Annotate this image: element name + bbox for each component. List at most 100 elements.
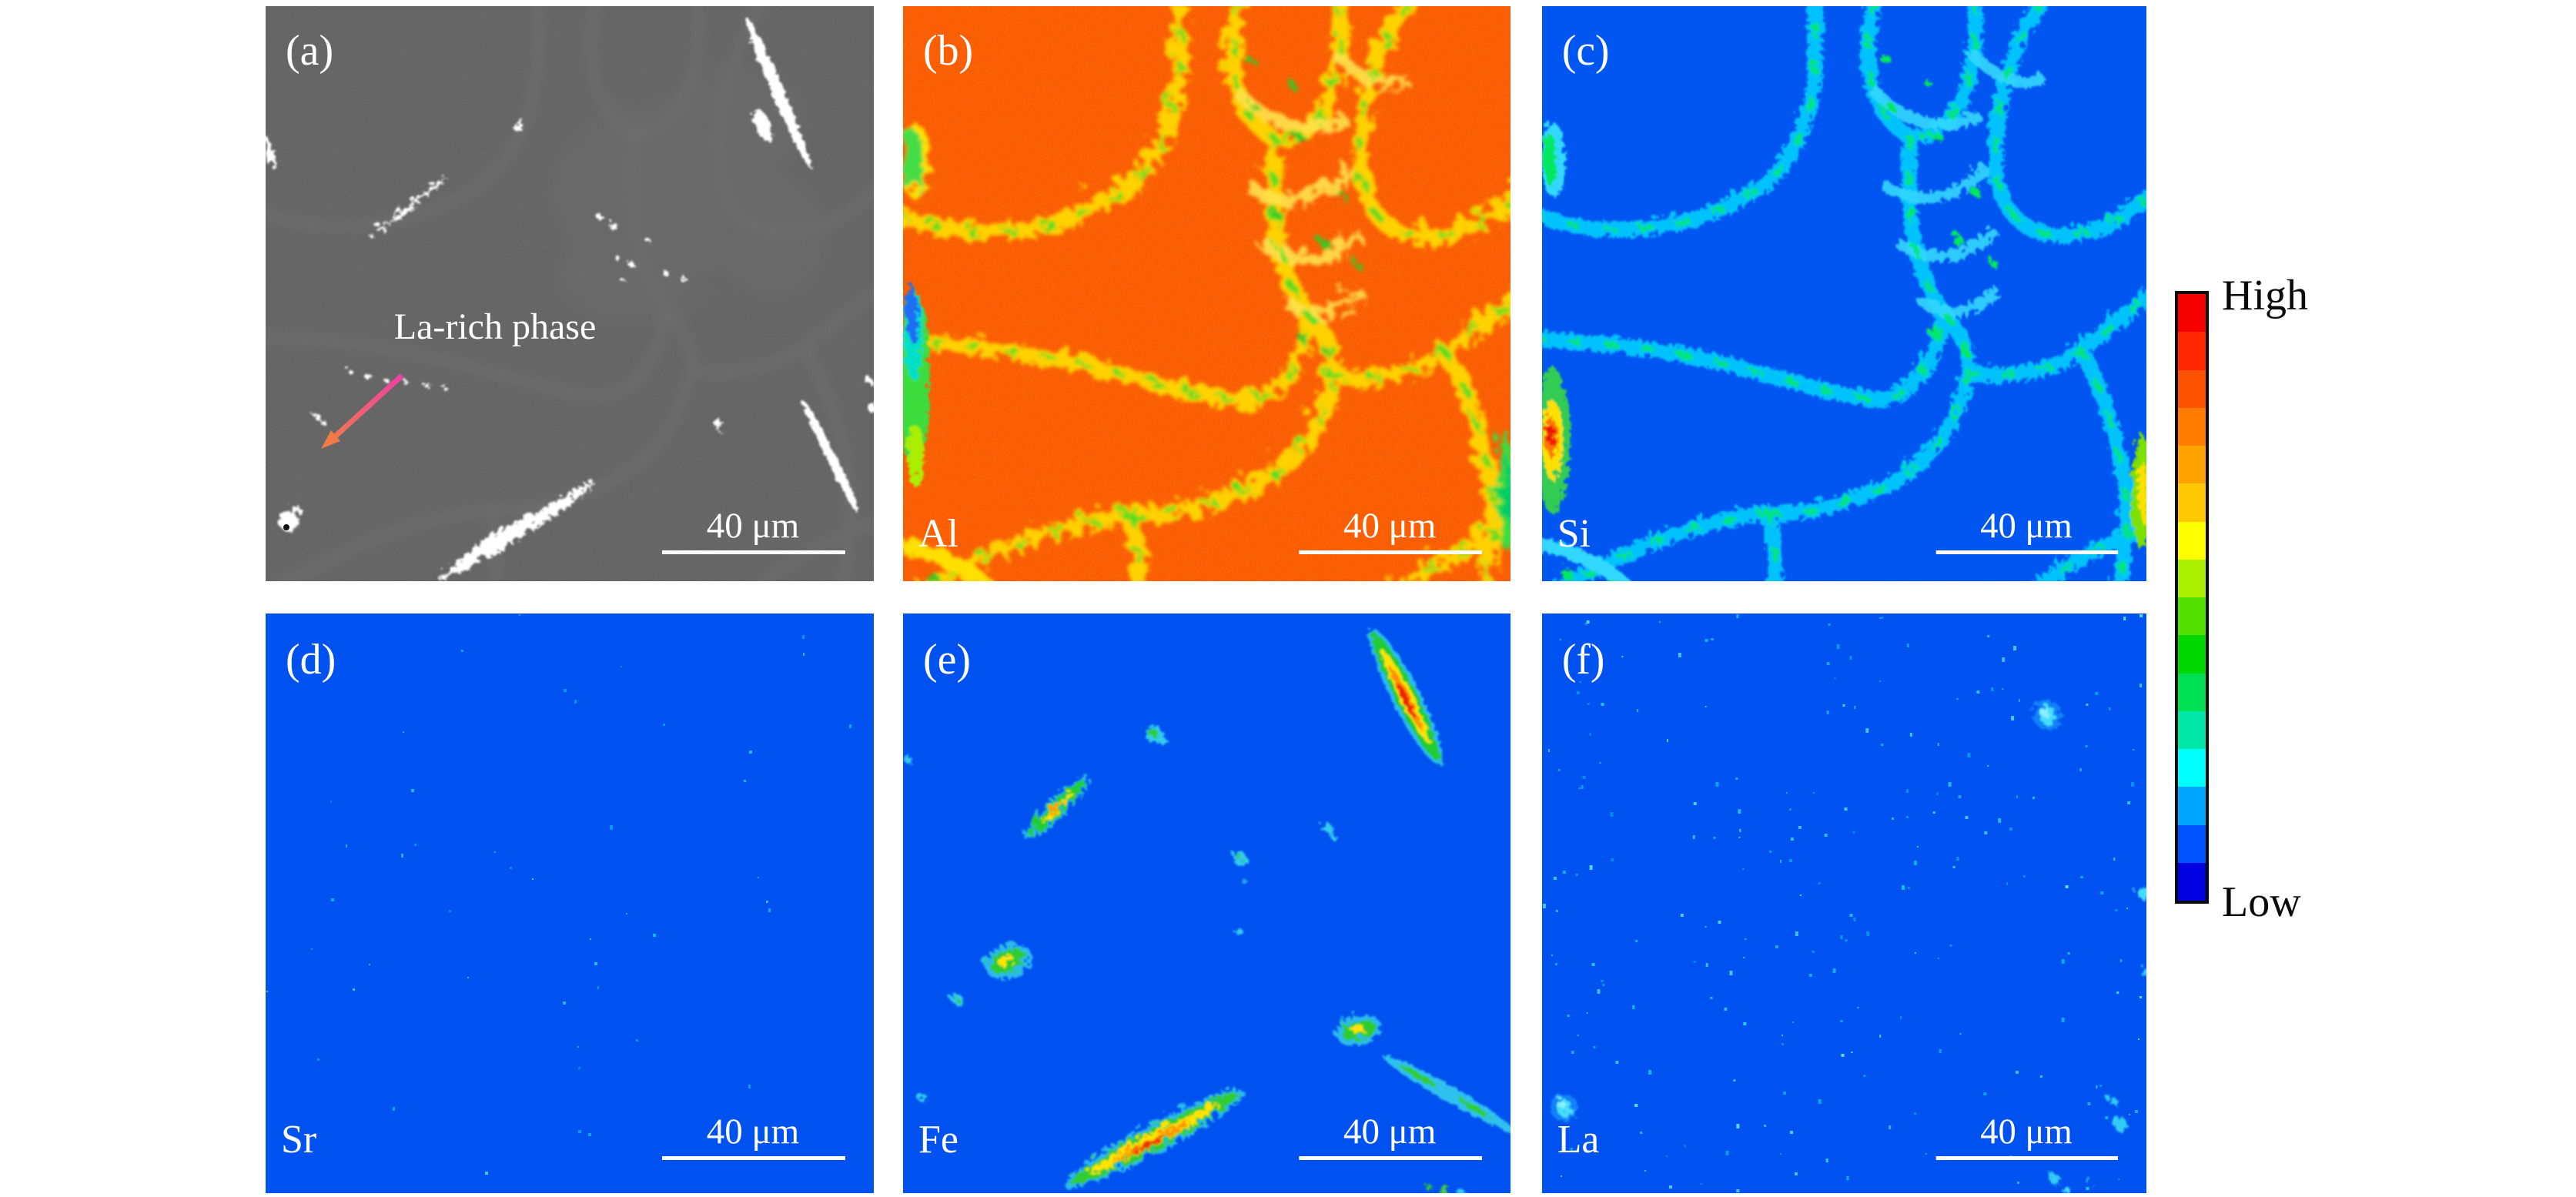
speckle-dot bbox=[1644, 1170, 1647, 1172]
speckle-dot bbox=[749, 751, 752, 754]
panel-label-d: (d) bbox=[286, 636, 336, 684]
speckle-dot bbox=[317, 1058, 319, 1061]
scale-bar-text: 40 μm bbox=[707, 1112, 800, 1152]
speckle-dot bbox=[1794, 1172, 1798, 1175]
speckle-dot bbox=[1601, 980, 1604, 982]
speckle-dot bbox=[1846, 1176, 1849, 1180]
speckle-dot bbox=[461, 650, 463, 652]
speckle-dot bbox=[2099, 1085, 2103, 1087]
speckle-dot bbox=[1840, 935, 1843, 939]
speckle-dot bbox=[2086, 1187, 2089, 1190]
speckle-dot bbox=[849, 724, 851, 728]
speckle-dot bbox=[1764, 1125, 1767, 1127]
speckle-dot bbox=[1845, 939, 1848, 941]
speckle-dot bbox=[1571, 1051, 1574, 1054]
scale-bar-text: 40 μm bbox=[1980, 506, 2073, 546]
speckle-dot bbox=[1693, 961, 1696, 963]
speckle-dot bbox=[1967, 753, 1971, 757]
speckle-dot bbox=[766, 901, 768, 903]
colorbar-step bbox=[2178, 559, 2206, 597]
colorbar-step bbox=[2178, 294, 2206, 333]
panel-label-b: (b) bbox=[923, 27, 973, 75]
speckle-dot bbox=[1889, 1125, 1892, 1129]
speckle-dot bbox=[1828, 624, 1831, 626]
speckle-dot bbox=[1788, 808, 1791, 811]
speckle-dot bbox=[331, 898, 334, 901]
colorbar-low-label: Low bbox=[2222, 878, 2301, 926]
speckle-dot bbox=[2105, 1116, 2109, 1119]
element-label-la: La bbox=[1557, 1118, 1599, 1162]
scale-bar-c: 40 μm bbox=[1935, 506, 2119, 554]
speckle-dot bbox=[1983, 1092, 1987, 1095]
speckle-dot bbox=[1637, 709, 1639, 712]
al-depleted-network bbox=[903, 6, 1510, 581]
scale-bar-text: 40 μm bbox=[707, 506, 800, 546]
speckle-dot bbox=[1791, 1021, 1794, 1023]
speckle-dot bbox=[1956, 857, 1959, 861]
speckle-dot bbox=[467, 977, 469, 978]
element-label-al: Al bbox=[918, 512, 958, 556]
speckle-dot bbox=[2123, 617, 2126, 620]
speckle-dot bbox=[577, 1046, 579, 1048]
speckle-dot bbox=[1836, 644, 1840, 649]
speckle-dot bbox=[1905, 789, 1909, 793]
speckle-dot bbox=[1906, 644, 1909, 647]
speckle-dot bbox=[1925, 1153, 1927, 1155]
speckle-dot bbox=[1913, 861, 1917, 865]
sr-map-canvas: (d) Sr 40 μm bbox=[266, 614, 874, 1193]
speckle-dot bbox=[1725, 1151, 1729, 1155]
speckle-dot bbox=[1959, 1033, 1962, 1035]
speckle-dot bbox=[1742, 868, 1745, 870]
speckle-dot bbox=[1589, 1143, 1591, 1145]
speckle-dot bbox=[1576, 691, 1580, 694]
speckle-dot bbox=[2138, 1038, 2140, 1040]
speckle-dot bbox=[2039, 1075, 2042, 1078]
speckle-dot bbox=[1900, 1016, 1902, 1019]
colorbar-step bbox=[2178, 369, 2206, 408]
speckle-dot bbox=[1851, 1052, 1853, 1053]
la-rich-phase-annotation: La-rich phase bbox=[394, 306, 597, 347]
speckle-dot bbox=[1952, 866, 1955, 868]
speckle-dot bbox=[2017, 1182, 2020, 1184]
speckle-dot bbox=[2127, 801, 2131, 804]
speckle-dot bbox=[1799, 894, 1802, 896]
colorbar-step bbox=[2178, 711, 2206, 749]
speckle-dot bbox=[393, 1107, 395, 1111]
arrowhead bbox=[321, 430, 340, 449]
speckle-dot bbox=[494, 851, 496, 853]
speckle-dot bbox=[1634, 1104, 1638, 1107]
speckle-dot bbox=[1736, 614, 1739, 618]
sr-background bbox=[266, 614, 874, 1193]
la-background bbox=[1542, 614, 2146, 1193]
speckle-dot bbox=[2095, 692, 2099, 695]
speckle-dot bbox=[2096, 1085, 2098, 1088]
speckle-dot bbox=[1818, 1099, 1822, 1104]
speckle-dot bbox=[1551, 955, 1553, 956]
speckle-dot bbox=[2006, 882, 2009, 885]
scale-bar-text: 40 μm bbox=[1980, 1112, 2073, 1152]
speckle-dot bbox=[1575, 874, 1578, 876]
scale-bar-b: 40 μm bbox=[1299, 506, 1483, 554]
speckle-dot bbox=[1798, 826, 1802, 829]
la-speckle-layer bbox=[1542, 614, 2143, 1192]
speckle-dot bbox=[1881, 617, 1884, 619]
speckle-dot bbox=[1790, 838, 1794, 841]
al-map-canvas: (b) Al 40 μm bbox=[903, 6, 1510, 581]
speckle-dot bbox=[1812, 951, 1815, 953]
scale-bar-line bbox=[662, 1156, 845, 1160]
speckle-dot bbox=[1735, 777, 1738, 780]
panel-label-c: (c) bbox=[1562, 27, 1610, 75]
speckle-dot bbox=[1738, 809, 1741, 814]
speckle-dot bbox=[2032, 797, 2035, 799]
speckle-dot bbox=[1826, 711, 1829, 714]
speckle-dot bbox=[1879, 680, 1882, 682]
colorbar-step bbox=[2178, 673, 2206, 711]
speckle-dot bbox=[1736, 1189, 1740, 1192]
speckle-dot bbox=[2139, 684, 2143, 687]
speckle-dot bbox=[2011, 716, 2015, 721]
speckle-dot bbox=[1547, 749, 1550, 752]
speckle-dot bbox=[1700, 1183, 1702, 1185]
speckle-dot bbox=[266, 991, 268, 992]
speckle-dot bbox=[1841, 1054, 1845, 1057]
speckle-dot bbox=[1863, 1075, 1866, 1077]
